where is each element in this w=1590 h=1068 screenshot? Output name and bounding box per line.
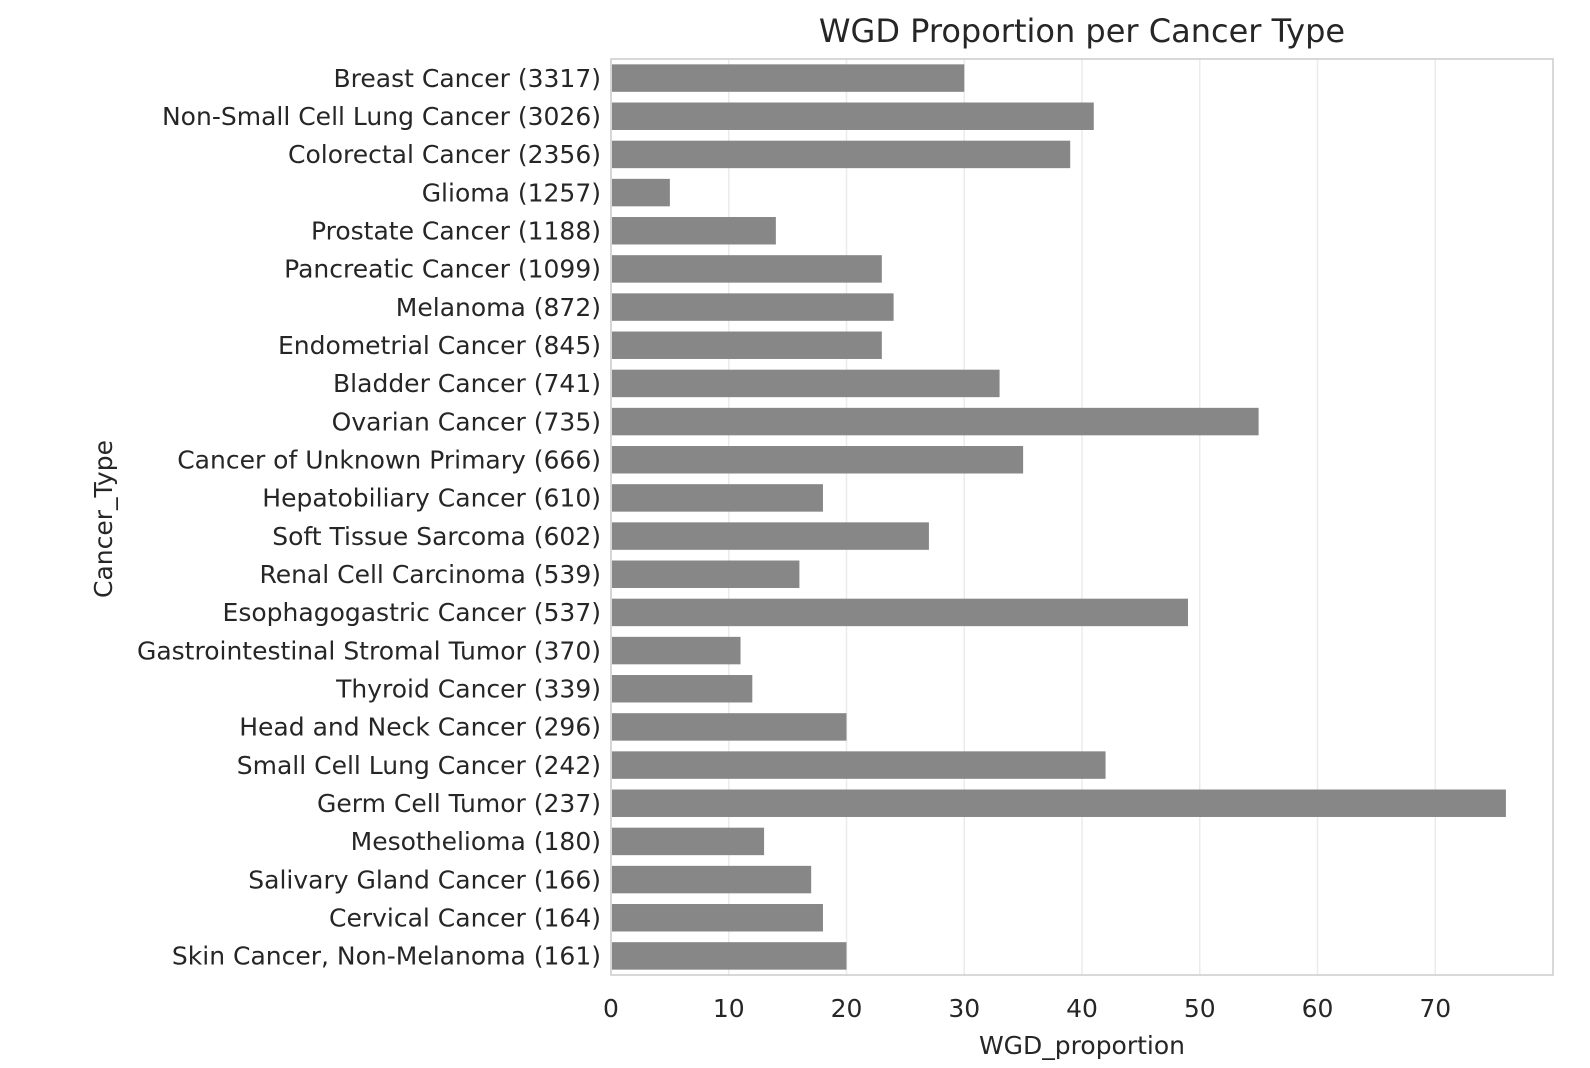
bar [612, 446, 1024, 474]
category-label: Breast Cancer (3317) [334, 64, 601, 93]
category-label: Thyroid Cancer (339) [335, 675, 601, 704]
category-label: Renal Cell Carcinoma (539) [259, 560, 601, 589]
bar [612, 636, 741, 665]
bar [612, 178, 670, 207]
bar [612, 369, 1000, 398]
category-labels: Breast Cancer (3317) Non-Small Cell Lung … [137, 64, 601, 971]
x-tick-label: 60 [1302, 994, 1334, 1023]
bar [612, 407, 1259, 436]
category-label: Prostate Cancer (1188) [311, 217, 601, 246]
bar [612, 293, 894, 321]
bar [612, 560, 800, 588]
x-axis-label: WGD_proportion [979, 1031, 1185, 1060]
bar [612, 484, 823, 512]
y-axis-label: Cancer_Type [89, 440, 118, 598]
category-label: Ovarian Cancer (735) [332, 407, 601, 436]
bar [612, 255, 882, 283]
x-tick-label: 0 [603, 994, 619, 1023]
bar [612, 102, 1094, 130]
x-tick-label: 10 [713, 994, 745, 1023]
bar [612, 598, 1188, 627]
bar [612, 751, 1106, 779]
bar [612, 942, 847, 970]
x-tick-label: 70 [1419, 994, 1451, 1023]
bar [612, 217, 776, 245]
category-label: Skin Cancer, Non-Melanoma (161) [172, 942, 601, 971]
category-label: Soft Tissue Sarcoma (602) [272, 522, 601, 551]
category-label: Endometrial Cancer (845) [278, 331, 601, 360]
bar [612, 827, 765, 856]
bar [612, 904, 823, 932]
category-label: Salivary Gland Cancer (166) [248, 865, 601, 894]
category-label: Head and Neck Cancer (296) [239, 713, 601, 742]
category-label: Cervical Cancer (164) [329, 904, 601, 933]
chart-title: WGD Proportion per Cancer Type [819, 12, 1345, 50]
category-label: Gastrointestinal Stromal Tumor (370) [137, 636, 601, 665]
bar [612, 789, 1506, 817]
grid-lines [610, 59, 1436, 975]
x-tick-label: 20 [831, 994, 863, 1023]
bar [612, 140, 1071, 169]
plot-frame [610, 58, 1554, 976]
x-tick-labels: 0 10 20 30 40 50 60 70 [603, 994, 1451, 1023]
bar [612, 522, 929, 550]
category-label: Pancreatic Cancer (1099) [284, 255, 601, 284]
category-label: Colorectal Cancer (2356) [288, 140, 601, 169]
bars [612, 64, 1506, 970]
category-label: Bladder Cancer (741) [333, 369, 601, 398]
category-label: Esophagogastric Cancer (537) [223, 598, 601, 627]
bar [612, 713, 847, 741]
bar [612, 64, 965, 92]
category-label: Glioma (1257) [422, 178, 601, 207]
x-tick-label: 30 [948, 994, 980, 1023]
category-label: Mesothelioma (180) [351, 827, 601, 856]
category-label: Non-Small Cell Lung Cancer (3026) [162, 102, 601, 131]
x-tick-label: 40 [1066, 994, 1098, 1023]
bar [612, 865, 812, 894]
bar [612, 331, 882, 359]
category-label: Cancer of Unknown Primary (666) [177, 446, 601, 475]
category-label: Hepatobiliary Cancer (610) [262, 484, 601, 513]
x-tick-label: 50 [1184, 994, 1216, 1023]
bar [612, 675, 753, 703]
category-label: Melanoma (872) [396, 293, 601, 322]
category-label: Small Cell Lung Cancer (242) [237, 751, 601, 780]
category-label: Germ Cell Tumor (237) [317, 789, 601, 818]
